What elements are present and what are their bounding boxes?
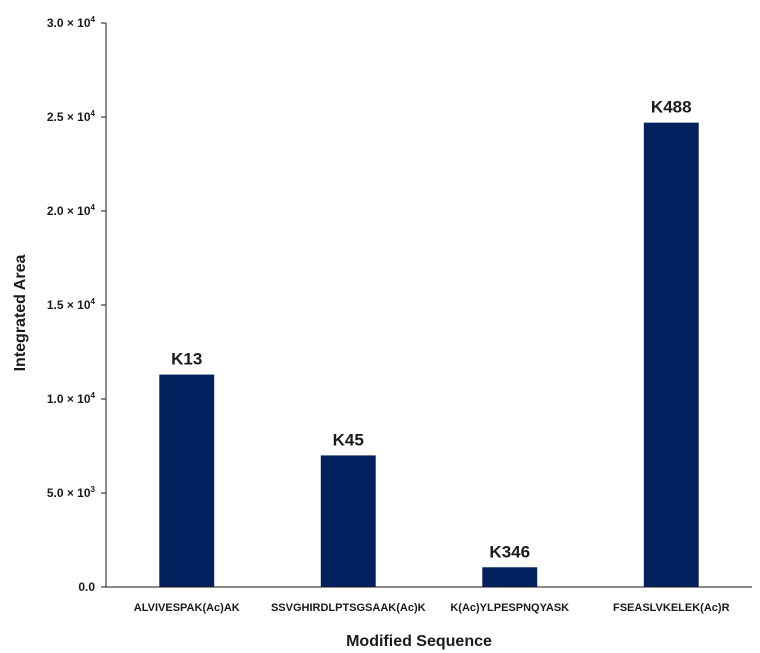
x-axis-title: Modified Sequence (346, 633, 492, 650)
bar-data-label: K45 (333, 430, 364, 449)
bars-group (159, 122, 699, 587)
y-tick-label: 1.5 × 104 (47, 297, 96, 312)
x-axis-category-labels: ALVIVESPAK(Ac)AK SSVGHIRDLPTSGSAAK(Ac)K K(… (134, 602, 730, 614)
bar-k488 (643, 122, 699, 587)
y-tick-label: 3.0 × 104 (47, 15, 96, 30)
bar-k45 (320, 455, 376, 587)
y-tick-label: 1.0 × 104 (47, 391, 96, 406)
y-axis-ticks: 0.0 5.0 × 103 1.0 × 104 1.5 × 104 2.0 × 104 2… (47, 15, 106, 594)
x-category-label: ALVIVESPAK(Ac)AK (134, 602, 240, 614)
bar-data-label: K13 (171, 350, 202, 369)
x-category-label: SSVGHIRDLPTSGSAAK(Ac)K (271, 602, 426, 614)
bar-k13 (159, 374, 215, 587)
x-category-label: FSEASLVKELEK(Ac)R (613, 602, 730, 614)
y-axis-title: Integrated Area (12, 255, 29, 372)
bar-data-label: K488 (651, 98, 692, 117)
bar-labels-group: K13 K45 K346 K488 (171, 98, 691, 562)
y-tick-label: 2.5 × 104 (47, 109, 96, 124)
bar-k346 (482, 567, 538, 587)
y-tick-label: 5.0 × 103 (47, 485, 96, 500)
x-category-label: K(Ac)YLPESPNQYASK (450, 602, 569, 614)
bar-data-label: K346 (489, 542, 530, 561)
y-tick-label: 2.0 × 104 (47, 203, 96, 218)
y-tick-label: 0.0 (78, 580, 95, 594)
